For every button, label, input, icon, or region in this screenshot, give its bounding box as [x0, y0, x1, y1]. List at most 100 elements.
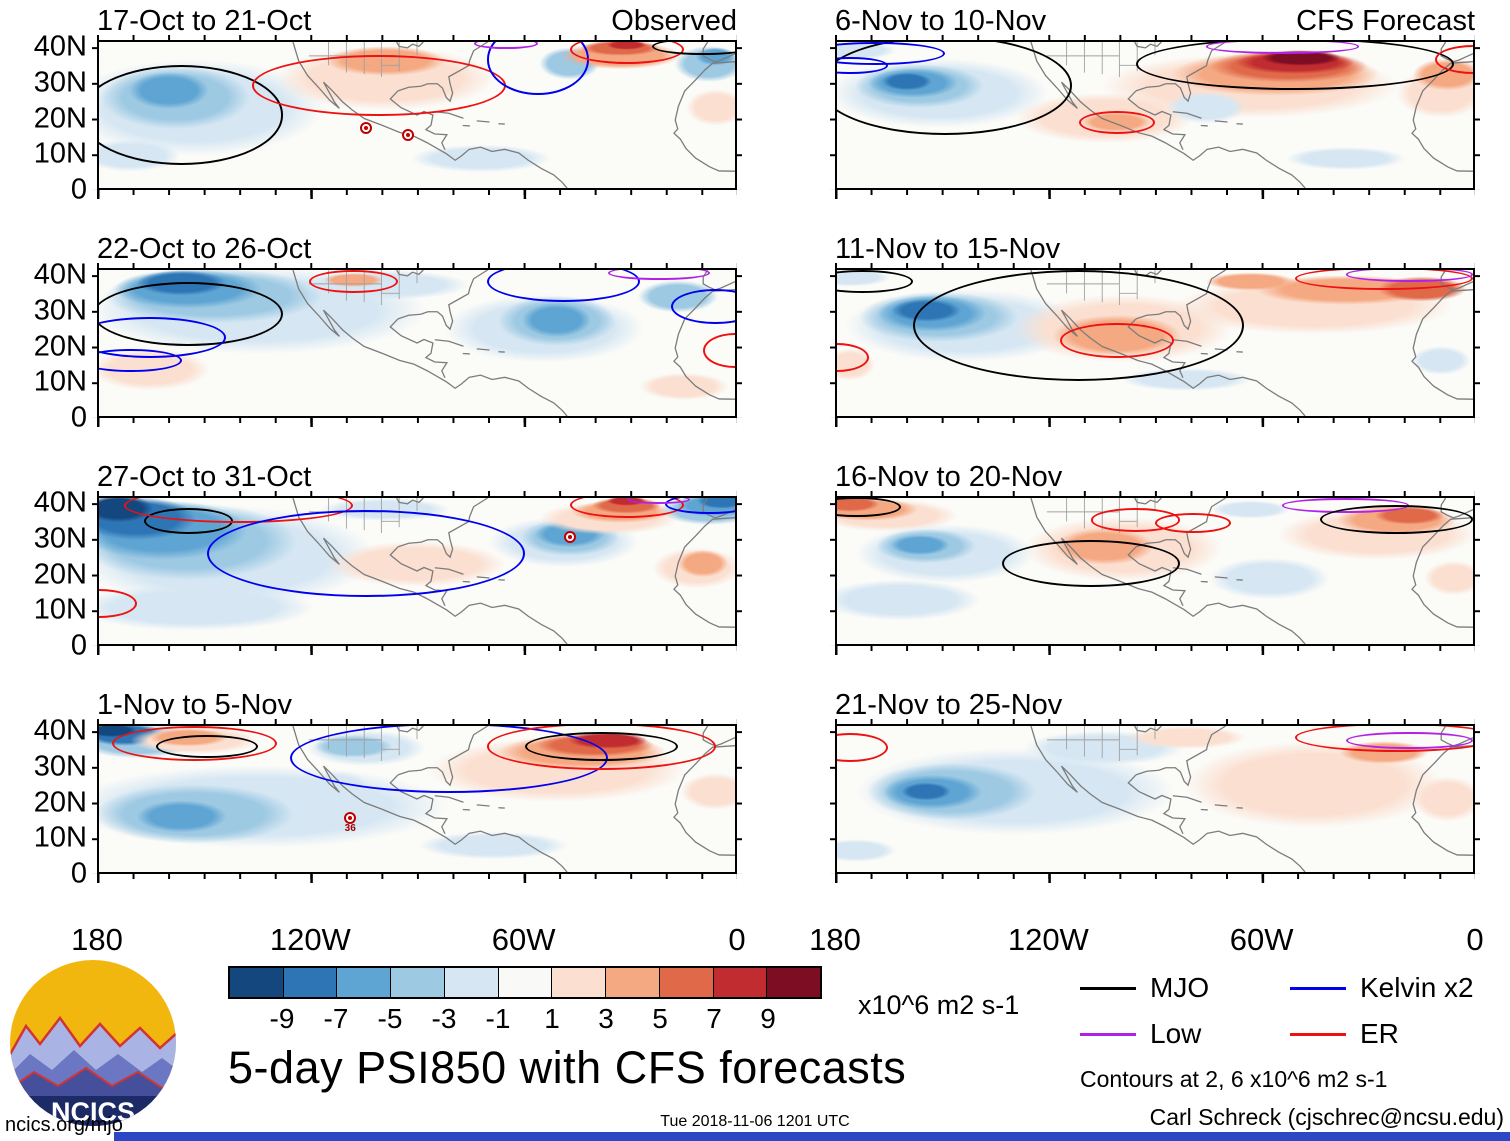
axis-ticks [737, 724, 742, 874]
axis-ticks [97, 646, 737, 655]
legend-label: Low [1150, 1018, 1202, 1049]
y-axis-labels: 40N 30N 20N 10N 0 [2, 31, 87, 206]
colorbar-tick-label: -9 [269, 1003, 295, 1034]
axis-ticks [97, 190, 737, 195]
anomaly-blob [837, 573, 1003, 627]
axis-ticks [835, 646, 1475, 651]
ncics-logo-image: NCICS [10, 960, 176, 1126]
mjo-wave-contour [913, 270, 1245, 381]
er-wave-contour [1294, 726, 1473, 753]
y-tick-label: 10N [33, 821, 87, 854]
er-wave-contour [251, 55, 507, 117]
logo-ridge-line-2 [10, 1066, 176, 1091]
er-wave-contour [1294, 270, 1473, 291]
anomaly-blob [1110, 726, 1264, 753]
forecast-column: 6-Nov to 10-Nov CFS Forecast 11-Nov to 15-… [809, 5, 1483, 958]
axis-ticks [1475, 40, 1480, 190]
y-tick-label: 40N [33, 486, 87, 519]
observed-column: 17-Oct to 21-Oct Observed 40N 30N 20N 10N 0 22-… [2, 5, 746, 958]
legend-items: MJO Kelvin x2 Low ER [1080, 972, 1500, 1050]
map-area: 40N 30N 20N 10N 0 [34, 31, 742, 206]
anomaly-blob [397, 828, 589, 864]
colorbar-segment [230, 968, 284, 997]
y-tick-label: 30N [33, 66, 87, 99]
axis-ticks [97, 418, 737, 427]
mjo-wave-contour [837, 498, 901, 517]
y-tick-label: 10N [33, 593, 87, 626]
panel-3: 27-Oct to 31-Oct 40N 30N 20N 10N 0 [34, 461, 742, 662]
colorbar-segment [552, 968, 607, 997]
y-tick-label: 30N [33, 750, 87, 783]
x-tick-label: 60W [491, 922, 556, 957]
colorbar-segment [444, 968, 499, 997]
y-tick-label: 20N [33, 786, 87, 819]
y-axis-labels: 40N 30N 20N 10N 0 [2, 715, 87, 890]
low-wave-contour [626, 498, 691, 504]
y-tick-label: 20N [33, 558, 87, 591]
colorbar: -9 -7 -5 -3 -1 1 3 5 7 9 x10^6 m2 s-1 [228, 966, 1108, 1046]
colorbar-tick-label: -1 [485, 1003, 511, 1034]
axis-ticks [835, 418, 1475, 423]
colorbar-segment [606, 968, 660, 997]
x-axis-labels: 180 120W 60W 0 [71, 918, 745, 958]
axis-ticks [835, 646, 1475, 655]
kelvin-wave-contour [665, 498, 735, 515]
mjo-wave-contour [837, 42, 1073, 136]
bottom-blue-bar [114, 1132, 1510, 1141]
map-canvas [97, 40, 737, 190]
kelvin-wave-contour [837, 56, 888, 75]
legend-label: MJO [1150, 972, 1210, 1003]
anomaly-blob [1269, 144, 1423, 174]
colorbar-segment [498, 968, 553, 997]
axis-ticks [97, 646, 737, 651]
kelvin-wave-contour [99, 348, 182, 373]
kelvin-line-sample [1290, 986, 1346, 990]
anomaly-blob [1193, 552, 1346, 605]
y-tick-label: 10N [33, 365, 87, 398]
y-tick-label: 30N [33, 294, 87, 327]
colorbar-tick-label: 9 [760, 1003, 776, 1034]
map-area [830, 263, 1480, 427]
colorbar-segment [337, 968, 392, 997]
colorbar-segment [659, 968, 714, 997]
axis-ticks [1475, 724, 1480, 874]
map-canvas [835, 724, 1475, 874]
axis-ticks [835, 874, 1475, 883]
colorbar-tick-label: -5 [377, 1003, 403, 1034]
er-line-sample [1290, 1032, 1346, 1036]
map-area: 40N 30N 20N 10N 0 [34, 487, 742, 662]
legend: MJO Kelvin x2 Low ER Contours at 2, 6 x10^6… [1080, 972, 1500, 1093]
legend-item-kelvin: Kelvin x2 [1290, 972, 1500, 1004]
er-wave-contour [1059, 322, 1175, 358]
low-wave-contour [1345, 270, 1473, 282]
x-tick-label: 120W [1007, 922, 1089, 957]
anomaly-blob [124, 796, 239, 837]
panel-date-label: 6-Nov to 10-Nov [835, 5, 1047, 37]
colorbar-tick-label: 1 [544, 1003, 560, 1034]
axis-ticks [97, 874, 737, 879]
column-header: CFS Forecast [1296, 5, 1475, 37]
ncics-logo: NCICS [8, 958, 178, 1133]
y-tick-label: 40N [33, 258, 87, 291]
footer-url: ncics.org/mjo [5, 1114, 123, 1136]
legend-item-mjo: MJO [1080, 972, 1290, 1004]
colorbar-segment [283, 968, 338, 997]
mjo-wave-contour [1002, 540, 1181, 588]
colorbar-swatches [228, 966, 822, 999]
legend-label: Kelvin x2 [1360, 972, 1474, 1003]
y-tick-label: 0 [70, 857, 87, 890]
x-tick-label: 60W [1229, 922, 1294, 957]
anomaly-blob [671, 768, 735, 816]
er-wave-contour [1078, 110, 1155, 134]
anomaly-blob [677, 84, 735, 132]
axis-ticks [835, 190, 1475, 199]
colorbar-tick-label: 5 [652, 1003, 668, 1034]
tropical-cyclone-icon [563, 531, 576, 544]
logo-ridge-line [10, 1015, 176, 1059]
axis-ticks [835, 874, 1475, 879]
x-tick-label: 0 [728, 922, 746, 957]
low-wave-contour [1205, 42, 1359, 54]
mjo-wave-contour [837, 270, 914, 294]
anomaly-blob [837, 835, 907, 865]
